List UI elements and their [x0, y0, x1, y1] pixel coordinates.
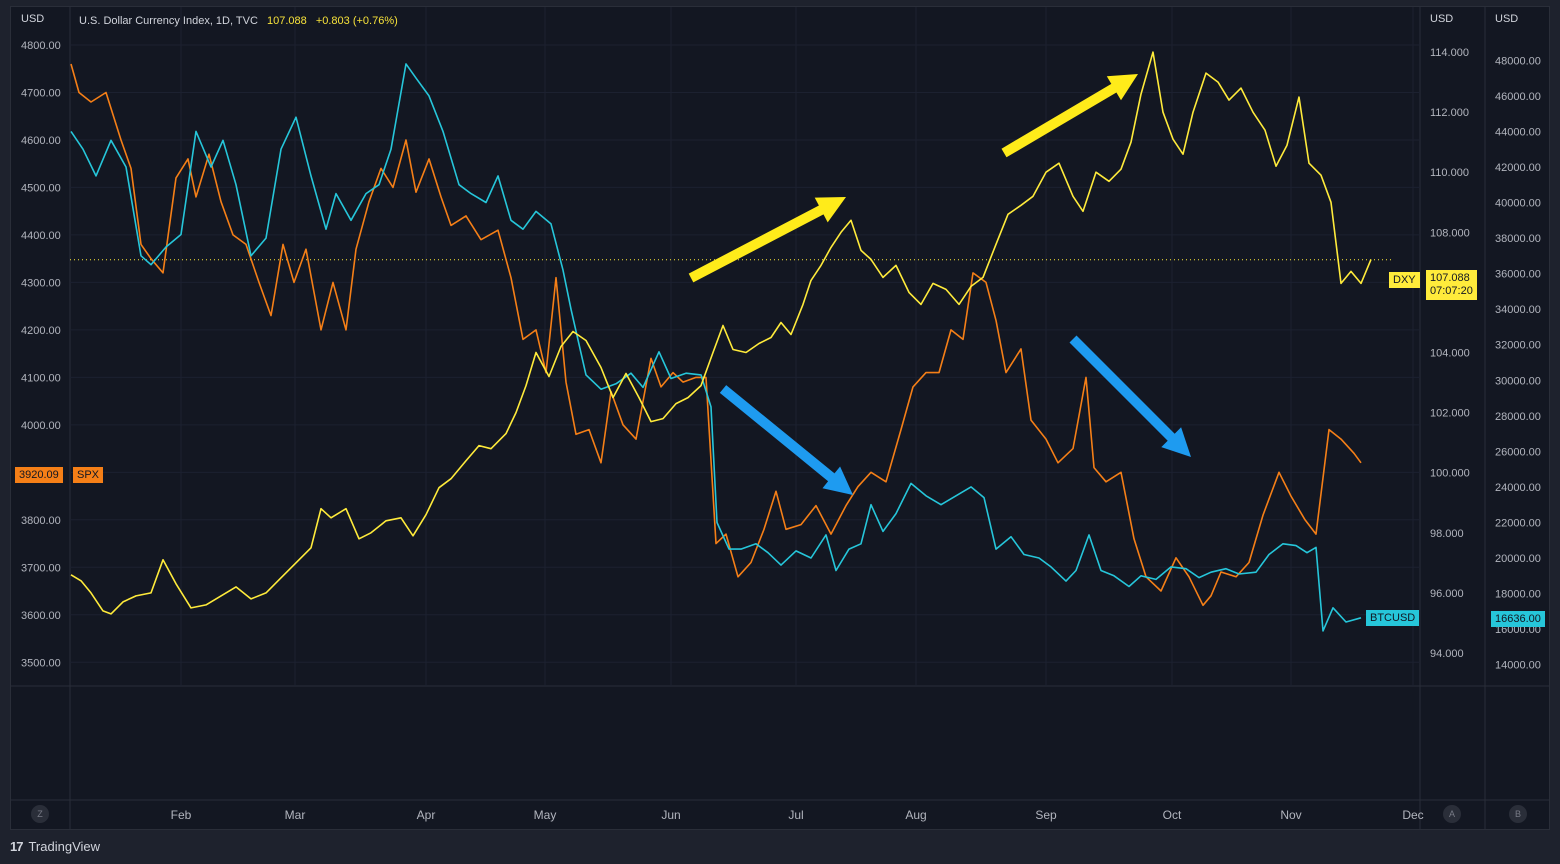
- left-tick-label: 3700.00: [21, 562, 61, 574]
- dxy-value: 107.088: [1430, 272, 1470, 284]
- month-label: Jun: [661, 808, 680, 822]
- btc-axis-unit: USD: [1495, 13, 1519, 25]
- left-tick-label: 3500.00: [21, 657, 61, 669]
- left-tick-label: 4700.00: [21, 87, 61, 99]
- btc-tick-label: 18000.00: [1495, 589, 1541, 601]
- left-tick-label: 4000.00: [21, 420, 61, 432]
- dxy-tick-label: 112.000: [1430, 107, 1469, 119]
- left-tick-label: 4400.00: [21, 230, 61, 242]
- month-label: Feb: [171, 808, 192, 822]
- month-label: Nov: [1280, 808, 1301, 822]
- chart-frame[interactable]: 4800.00 4700.00 4600.00 4500.00 4400.00 4300.…: [10, 6, 1550, 830]
- btc-tick-label: 20000.00: [1495, 553, 1541, 565]
- dxy-value-badge: 107.088 07:07:20: [1426, 270, 1477, 300]
- spx-value-badge: 3920.09: [15, 467, 63, 483]
- auto-scale-button[interactable]: A: [1443, 805, 1461, 823]
- month-label: Sep: [1035, 808, 1057, 822]
- btc-tick-label: 28000.00: [1495, 411, 1541, 423]
- yellow-arrow-icon: [1001, 74, 1138, 158]
- dxy-series-line: [70, 51, 1372, 615]
- btc-tick-label: 42000.00: [1495, 162, 1541, 174]
- dxy-tick-label: 102.000: [1430, 408, 1470, 420]
- left-tick-label: 4300.00: [21, 277, 61, 289]
- tradingview-logo-icon[interactable]: 17: [10, 838, 24, 854]
- btc-series-line: [70, 63, 1362, 632]
- left-tick-label: 4500.00: [21, 182, 61, 194]
- left-tick-label: 4600.00: [21, 135, 61, 147]
- left-axis-unit: USD: [21, 13, 45, 25]
- dxy-tick-label: 108.000: [1430, 227, 1470, 239]
- btc-tick-label: 44000.00: [1495, 126, 1541, 138]
- dxy-tick-label: 100.000: [1430, 468, 1470, 480]
- month-label: Mar: [285, 808, 306, 822]
- symbol-price: 107.088: [266, 15, 307, 27]
- footer-brand[interactable]: TradingView: [28, 838, 101, 854]
- left-scale-button[interactable]: Z: [31, 805, 49, 823]
- btc-label-badge: BTCUSD: [1366, 610, 1420, 626]
- dxy-tick-label: 114.000: [1430, 47, 1469, 59]
- symbol-title: U.S. Dollar Currency Index, 1D, TVC: [79, 15, 258, 27]
- chart-canvas[interactable]: 4800.00 4700.00 4600.00 4500.00 4400.00 4300.…: [11, 7, 1550, 830]
- btc-tick-label: 32000.00: [1495, 340, 1541, 352]
- month-label: Oct: [1163, 808, 1182, 822]
- month-label: Jul: [788, 808, 803, 822]
- month-label: Dec: [1402, 808, 1423, 822]
- blue-arrow-icon: [719, 385, 853, 495]
- btc-tick-label: 40000.00: [1495, 198, 1541, 210]
- left-tick-label: 3800.00: [21, 515, 61, 527]
- right-scale-button[interactable]: B: [1509, 805, 1527, 823]
- spx-series-line: [70, 63, 1362, 607]
- dxy-axis-unit: USD: [1430, 13, 1454, 25]
- dxy-tick-label: 104.000: [1430, 348, 1470, 360]
- left-tick-label: 4100.00: [21, 372, 61, 384]
- dxy-countdown: 07:07:20: [1430, 285, 1473, 297]
- month-label: May: [534, 808, 557, 822]
- dxy-tick-label: 94.000: [1430, 648, 1464, 660]
- btc-tick-label: 14000.00: [1495, 660, 1541, 672]
- month-label: Apr: [417, 808, 436, 822]
- btc-tick-label: 30000.00: [1495, 375, 1541, 387]
- btc-tick-label: 46000.00: [1495, 91, 1541, 103]
- btc-tick-label: 34000.00: [1495, 304, 1541, 316]
- symbol-header[interactable]: U.S. Dollar Currency Index, 1D, TVC 107.…: [79, 15, 398, 27]
- dxy-tick-label: 98.000: [1430, 528, 1464, 540]
- btc-tick-label: 22000.00: [1495, 517, 1541, 529]
- yellow-arrow-icon: [688, 197, 846, 283]
- dxy-tick-label: 110.000: [1430, 167, 1469, 179]
- btc-tick-label: 26000.00: [1495, 446, 1541, 458]
- left-tick-label: 3600.00: [21, 610, 61, 622]
- btc-tick-label: 36000.00: [1495, 269, 1541, 281]
- blue-arrow-icon: [1069, 335, 1191, 457]
- month-label: Aug: [905, 808, 926, 822]
- btc-tick-label: 38000.00: [1495, 233, 1541, 245]
- spx-label-badge: SPX: [73, 467, 104, 483]
- footer: 17 TradingView: [10, 834, 100, 858]
- symbol-change: +0.803 (+0.76%): [315, 15, 398, 27]
- btc-tick-label: 48000.00: [1495, 55, 1541, 67]
- left-tick-label: 4200.00: [21, 325, 61, 337]
- left-tick-label: 4800.00: [21, 40, 61, 52]
- dxy-label-badge: DXY: [1389, 272, 1420, 288]
- dxy-tick-label: 96.000: [1430, 588, 1464, 600]
- btc-tick-label: 16000.00: [1495, 624, 1541, 636]
- btc-tick-label: 24000.00: [1495, 482, 1541, 494]
- btc-value-badge: 16636.00: [1491, 611, 1545, 627]
